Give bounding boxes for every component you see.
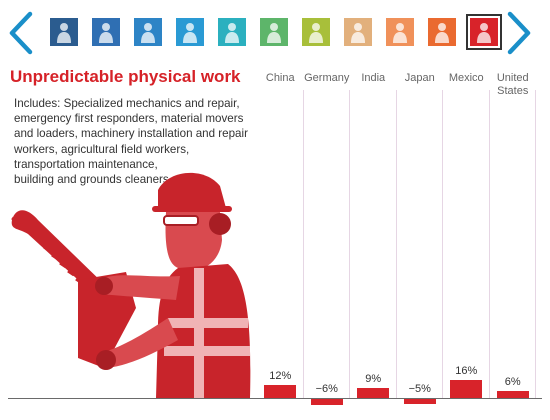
worker-icon [470, 18, 498, 46]
worker-icon [344, 18, 372, 46]
column-divider [535, 90, 536, 398]
bar-united-states [496, 391, 529, 398]
category-label-line: States [497, 85, 529, 97]
category-label-line: China [265, 72, 295, 84]
worker-icon [134, 18, 162, 46]
bar-value-label: 6% [504, 376, 521, 389]
bar-germany [310, 398, 343, 405]
category-label: Japan [392, 72, 448, 85]
category-thumbnail[interactable] [50, 18, 78, 46]
category-label-line: Japan [404, 72, 435, 84]
category-label-line: United [496, 72, 529, 84]
worker-icon [176, 18, 204, 46]
category-label: Mexico [438, 72, 494, 85]
column-divider [395, 90, 397, 398]
includes-description: Includes: Specialized mechanics and repa… [14, 96, 250, 187]
column-divider [349, 90, 350, 398]
includes-line: Includes: Specialized mechanics and repa… [14, 97, 240, 110]
worker-icon [50, 18, 78, 46]
category-thumbnail[interactable] [92, 18, 120, 46]
category-thumbnail[interactable] [260, 18, 288, 46]
chart-baseline [8, 398, 542, 399]
category-thumbnail[interactable] [428, 18, 456, 46]
bar-china [264, 384, 297, 398]
includes-line: and loaders, machinery installation and … [14, 127, 248, 141]
worker-icon [302, 18, 330, 46]
category-thumbnail[interactable] [176, 18, 204, 46]
worker-icon [386, 18, 414, 46]
column-divider [488, 90, 490, 398]
category-label-line: Germany [304, 72, 350, 84]
category-label-line: India [361, 72, 386, 84]
category-label: Germany [299, 72, 355, 85]
chevron-left-icon[interactable] [6, 10, 36, 56]
worker-icon [260, 18, 288, 46]
includes-line: emergency first responders, material mov… [14, 112, 244, 126]
bar-value-label: −6% [315, 383, 338, 395]
includes-line: building and grounds cleaners [14, 173, 169, 187]
category-thumbnails [44, 12, 504, 52]
bar-value-label: 9% [365, 372, 382, 385]
worker-icon [428, 18, 456, 46]
category-label: China [252, 72, 308, 85]
category-thumbnail[interactable] [218, 18, 246, 46]
bar-mexico [450, 380, 483, 398]
chainsaw-worker-illustration [11, 172, 251, 398]
bar-value-label: −5% [408, 383, 431, 395]
column-divider [442, 90, 443, 398]
worker-icon [218, 18, 246, 46]
category-label-line: Mexico [448, 72, 484, 84]
column-divider [302, 90, 304, 398]
category-thumbnail[interactable] [302, 18, 330, 46]
category-thumbnail[interactable] [134, 18, 162, 46]
category-thumbnail[interactable] [386, 18, 414, 46]
worker-icon [92, 18, 120, 46]
page-title: Unpredictable physical work [10, 67, 241, 86]
includes-line: workers, agricultural field workers, [14, 142, 190, 156]
category-label: United States [485, 72, 541, 98]
bar-india [357, 387, 390, 398]
chevron-right-icon[interactable] [504, 10, 534, 56]
category-thumbnail-selected[interactable] [466, 14, 502, 50]
category-thumbnail[interactable] [344, 18, 372, 46]
bar-value-label: 12% [269, 369, 292, 382]
includes-line: transportation maintenance, [14, 157, 158, 171]
category-label: India [345, 72, 401, 85]
bar-value-label: 16% [455, 365, 478, 377]
bar-japan [403, 398, 436, 404]
